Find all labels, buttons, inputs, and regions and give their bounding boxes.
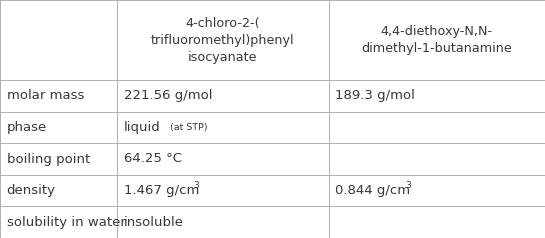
Text: 189.3 g/mol: 189.3 g/mol (335, 89, 415, 102)
Text: 3: 3 (193, 181, 199, 190)
Text: 0.844 g/cm: 0.844 g/cm (335, 184, 410, 197)
Text: boiling point: boiling point (7, 153, 90, 165)
Text: phase: phase (7, 121, 47, 134)
Text: 4,4-diethoxy-N,N-
dimethyl-1-butanamine: 4,4-diethoxy-N,N- dimethyl-1-butanamine (361, 25, 512, 55)
Text: 64.25 °C: 64.25 °C (124, 153, 181, 165)
Text: 4-chloro-2-(
trifluoromethyl)phenyl
isocyanate: 4-chloro-2-( trifluoromethyl)phenyl isoc… (151, 16, 295, 64)
Text: insoluble: insoluble (124, 216, 184, 229)
Text: 221.56 g/mol: 221.56 g/mol (124, 89, 212, 102)
Text: molar mass: molar mass (7, 89, 84, 102)
Text: density: density (7, 184, 56, 197)
Text: 1.467 g/cm: 1.467 g/cm (124, 184, 199, 197)
Text: (at STP): (at STP) (170, 123, 208, 132)
Text: 3: 3 (405, 181, 411, 190)
Text: solubility in water: solubility in water (7, 216, 125, 229)
Text: liquid: liquid (124, 121, 160, 134)
